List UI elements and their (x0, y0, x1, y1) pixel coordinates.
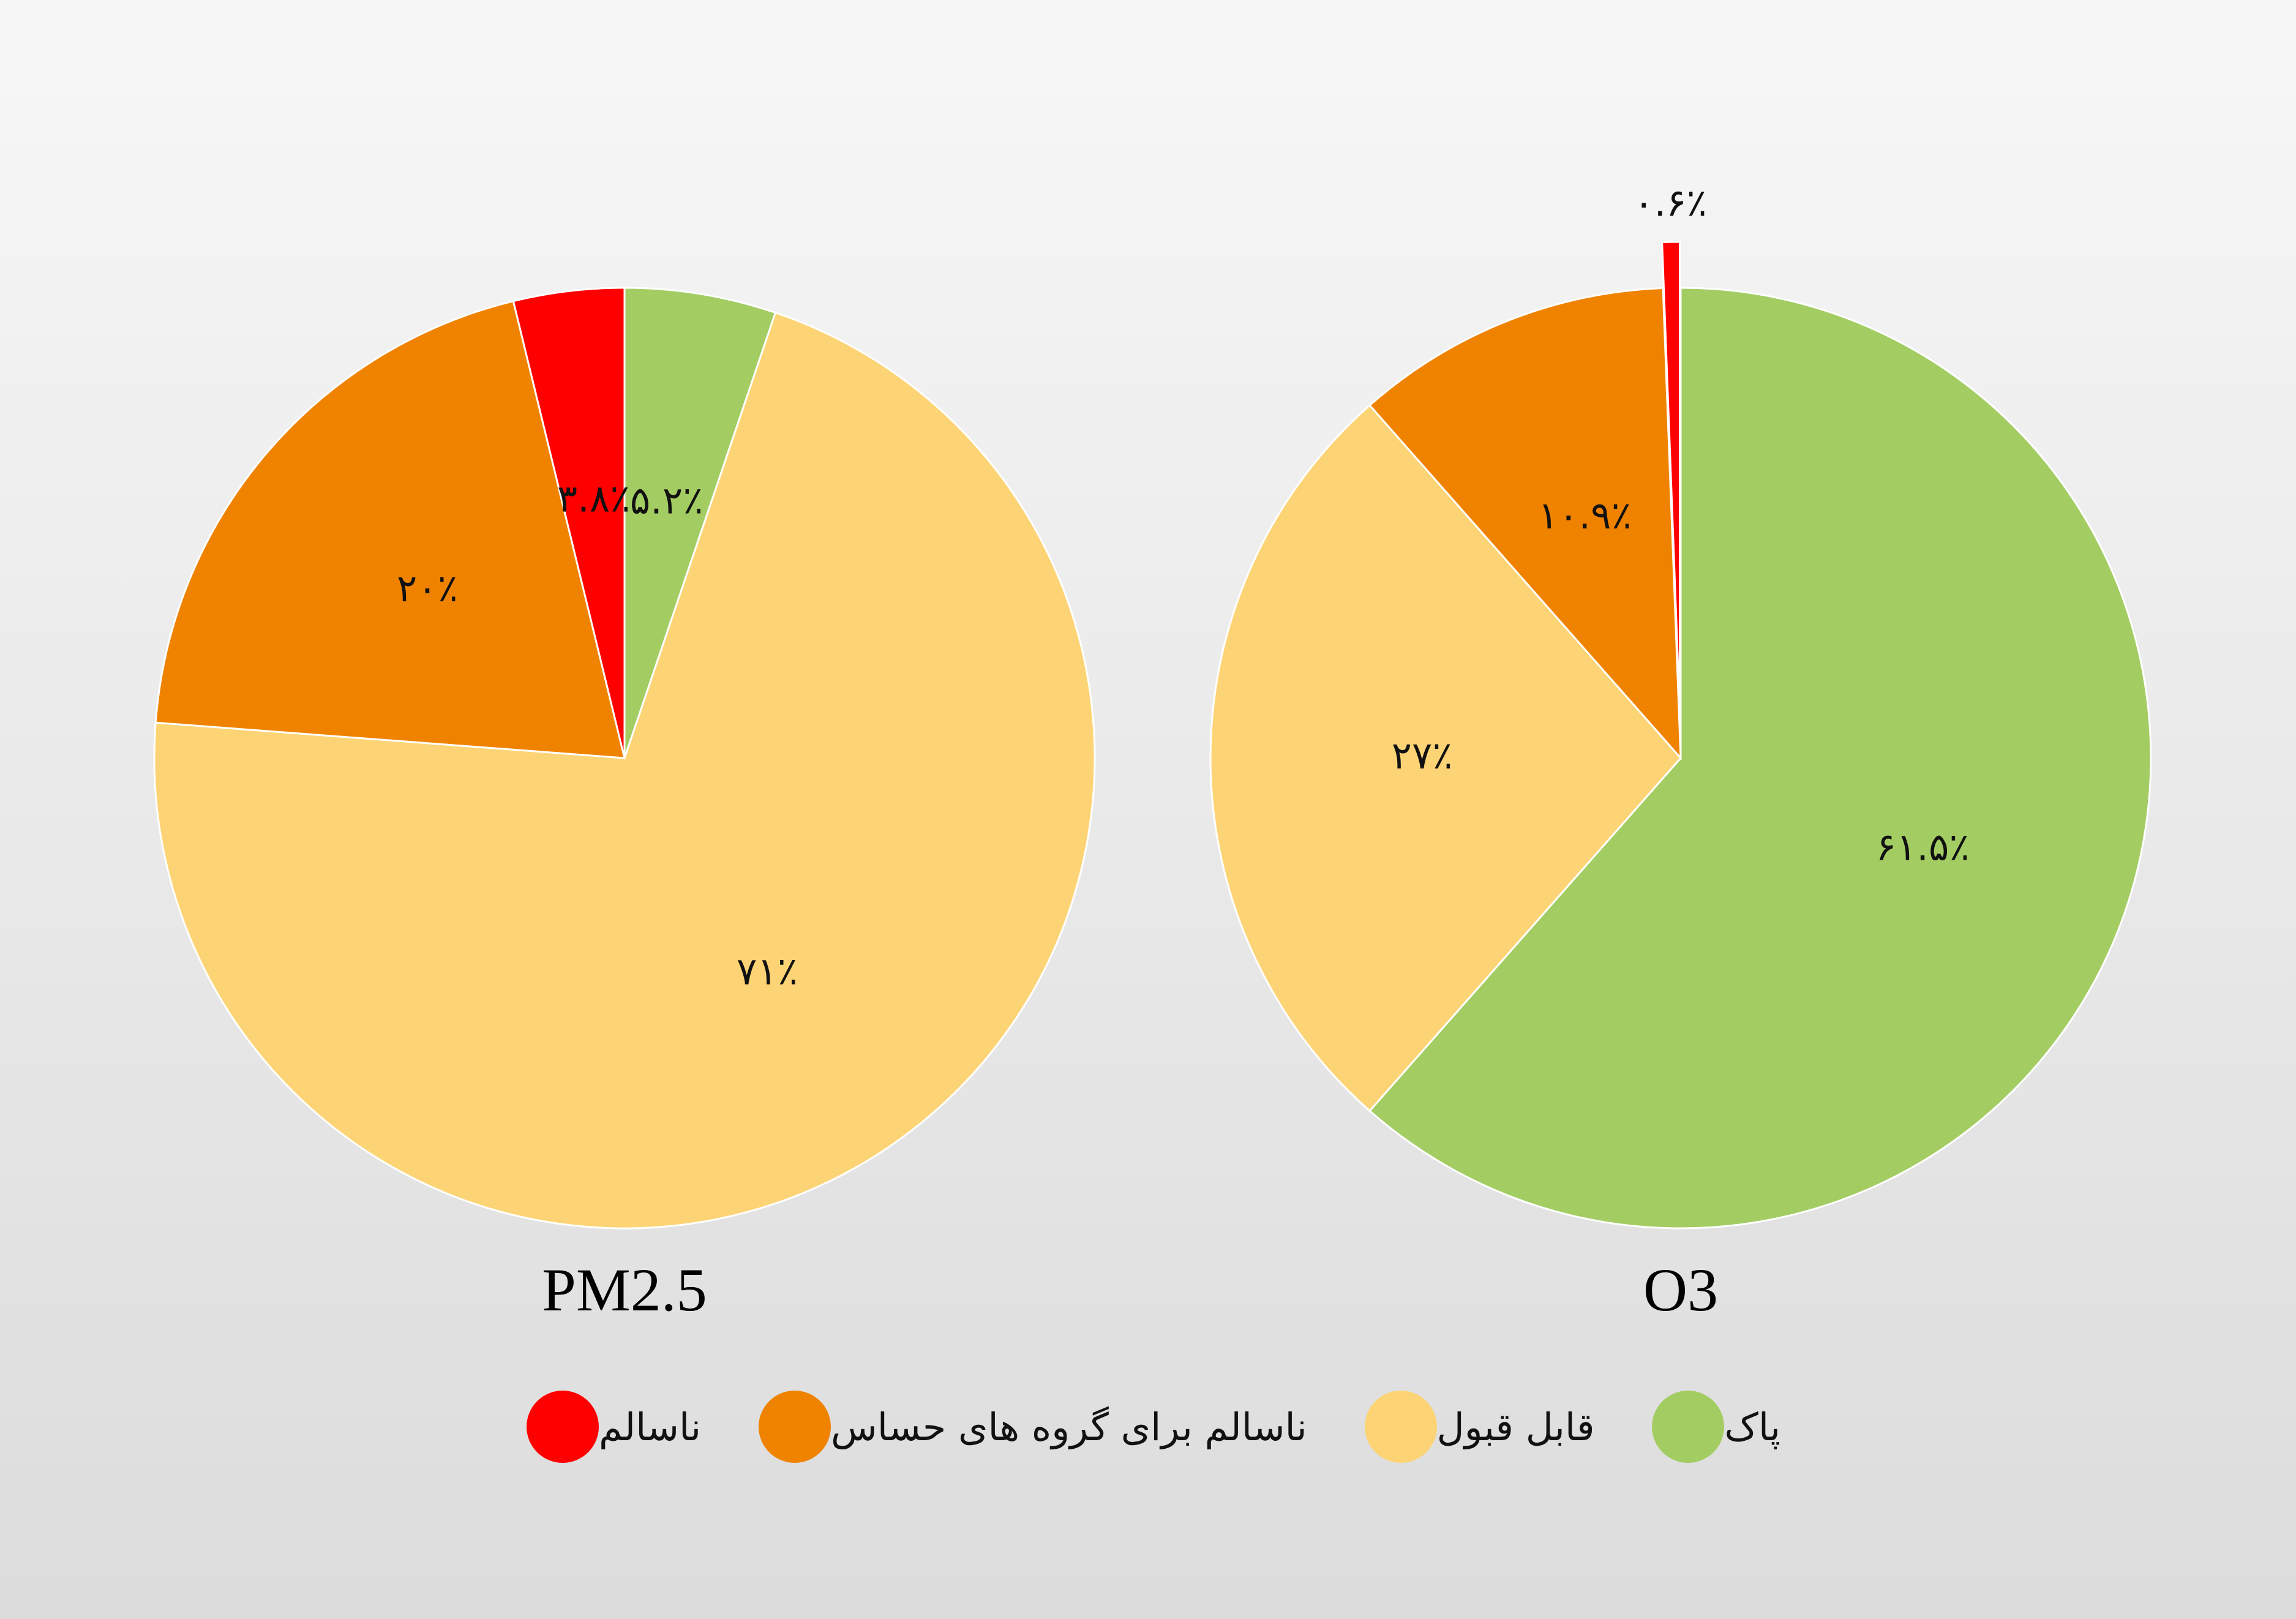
legend-swatch-acceptable (1364, 1391, 1437, 1463)
pie-0-label-acceptable: ۷۱٪ (737, 948, 798, 993)
legend-label-clean: پاک (1724, 1404, 1780, 1449)
legend-swatch-sensitive (759, 1391, 831, 1463)
legend-item-sensitive: ناسالم برای گروه های حساس (759, 1391, 1327, 1463)
pie-0-label-sensitive: ۲۰٪ (397, 566, 458, 610)
legend-label-unhealthy: ناسالم (599, 1404, 702, 1449)
pie-0-slice-clean (623, 287, 777, 759)
legend-item-clean: پاک (1652, 1391, 1800, 1463)
pie-0-slice-unhealthy (512, 287, 626, 759)
pie-1-label-clean: ۶۱.۵٪ (1876, 824, 1970, 869)
legend-label-acceptable: قابل قبول (1436, 1404, 1595, 1449)
pie-0-label-unhealthy: ۳.۸٪ (557, 476, 631, 521)
legend-swatch-clean (1652, 1391, 1725, 1463)
legend-label-sensitive: ناسالم برای گروه های حساس (831, 1404, 1307, 1449)
pie-1-label-unhealthy: ۰.۶٪ (1634, 180, 1707, 225)
pie-1-label-acceptable: ۲۷٪ (1392, 733, 1453, 778)
pie-0-slice-sensitive (154, 299, 626, 759)
pie-0-label-clean: ۵.۲٪ (630, 478, 703, 522)
legend: پاک قابل قبول ناسالم برای گروه های حساس … (527, 1387, 1800, 1467)
pie-1-slice-clean (1368, 287, 2152, 1230)
pie-0-title: PM2.5 (542, 1256, 707, 1324)
pie-1-title: O3 (1643, 1256, 1718, 1324)
pie-1-slice-sensitive (1368, 287, 1682, 761)
pie-1-slice-unhealthy (1661, 241, 1681, 713)
legend-item-unhealthy: ناسالم (527, 1391, 721, 1463)
legend-item-acceptable: قابل قبول (1364, 1391, 1615, 1463)
pie-1-label-sensitive: ۱۰.۹٪ (1538, 493, 1632, 538)
pie-0-slice-acceptable (153, 311, 1096, 1230)
pie-1-slice-acceptable (1209, 404, 1682, 1113)
legend-swatch-unhealthy (527, 1391, 599, 1463)
